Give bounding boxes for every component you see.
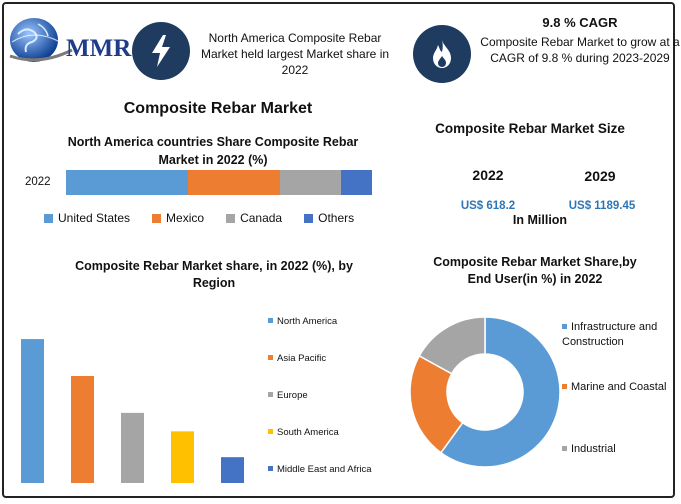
- infographic-frame: [2, 2, 675, 498]
- cagr-text: Composite Rebar Market to grow at a CAGR…: [480, 35, 680, 65]
- stacked-segment-united-states: [66, 170, 189, 195]
- legend-label: Europe: [277, 390, 308, 401]
- legend-item-others: Others: [304, 211, 354, 225]
- stacked-bar: [66, 170, 372, 195]
- legend-label: Industrial: [571, 443, 616, 455]
- region-legend-item-middle-east-and-africa: Middle East and Africa: [268, 464, 388, 501]
- region-share-title: Composite Rebar Market share, in 2022 (%…: [75, 259, 353, 290]
- legend-label: Infrastructure and Construction: [562, 321, 658, 348]
- market-size-value-2029: US$ 1189.45: [568, 200, 636, 212]
- legend-swatch: [562, 446, 567, 451]
- region-bar-europe: [121, 412, 144, 483]
- region-bar-chart: [21, 339, 244, 483]
- legend-label: Canada: [240, 211, 283, 225]
- flame-icon: [433, 40, 451, 68]
- legend-swatch: [268, 429, 273, 434]
- legend-swatch: [304, 214, 314, 223]
- region-legend: North America Asia Pacific Europe South Ame…: [268, 316, 388, 501]
- donut-slice-marine-and-coastal: [409, 354, 464, 454]
- region-bar-asia-pacific: [71, 375, 94, 483]
- end-user-legend-item-industrial: Industrial: [562, 442, 672, 457]
- north-america-fact: North America Composite Rebar Market hel…: [200, 31, 390, 77]
- donut-slice-infrastructure-and-construction: [439, 316, 561, 468]
- region-legend-item-south-america: South America: [268, 427, 388, 464]
- end-user-legend-item-marine-and-coastal: Marine and Coastal: [562, 380, 672, 395]
- legend-label: North America: [277, 316, 338, 327]
- main-title: Composite Rebar Market: [123, 100, 313, 117]
- region-bar-south-america: [171, 431, 194, 483]
- market-size-value-2022: US$ 618.2: [460, 200, 516, 212]
- legend-swatch: [226, 214, 236, 223]
- region-bar-middle-east-and-africa: [221, 457, 244, 483]
- legend-label: United States: [58, 211, 131, 225]
- region-bar-north-america: [21, 339, 44, 483]
- globe-icon: [9, 18, 73, 62]
- legend-label: South America: [277, 427, 339, 438]
- end-user-share-title: Composite Rebar Market Share,by End User…: [433, 255, 637, 286]
- stacked-bar-legend: United States Mexico Canada Others: [44, 211, 404, 225]
- country-share-title: North America countries Share Composite …: [67, 135, 359, 167]
- legend-swatch: [562, 324, 567, 329]
- stacked-segment-canada: [280, 170, 342, 195]
- end-user-donut-chart: [409, 316, 561, 468]
- legend-swatch: [268, 392, 273, 397]
- stacked-segment-mexico: [188, 170, 281, 195]
- flame-badge: [413, 25, 471, 83]
- cagr-title: 9.8 % CAGR: [542, 15, 618, 30]
- legend-swatch: [268, 318, 273, 323]
- market-size-unit: In Million: [512, 213, 568, 227]
- lightning-badge: [132, 22, 190, 80]
- legend-swatch: [562, 384, 567, 389]
- end-user-legend-item-infrastructure-and-construction: Infrastructure and Construction: [562, 320, 672, 350]
- market-size-year-2022: 2022: [472, 167, 504, 183]
- legend-label: Middle East and Africa: [277, 464, 372, 475]
- market-size-title: Composite Rebar Market Size: [435, 121, 625, 136]
- stacked-bar-category: 2022: [25, 176, 51, 188]
- legend-swatch: [268, 355, 273, 360]
- logo-text: MMR: [66, 35, 132, 62]
- legend-item-united-states: United States: [44, 211, 130, 225]
- legend-item-canada: Canada: [226, 211, 282, 225]
- donut-slice-industrial: [418, 316, 486, 375]
- legend-label: Asia Pacific: [277, 353, 327, 364]
- legend-swatch: [152, 214, 162, 223]
- legend-swatch: [44, 214, 53, 223]
- legend-item-mexico: Mexico: [152, 211, 204, 225]
- region-legend-item-asia-pacific: Asia Pacific: [268, 353, 388, 390]
- lightning-icon: [152, 35, 170, 67]
- market-size-year-2029: 2029: [584, 168, 616, 184]
- region-legend-item-north-america: North America: [268, 316, 388, 353]
- legend-label: Marine and Coastal: [571, 381, 667, 393]
- mmr-logo: MMR: [8, 12, 133, 72]
- stacked-segment-others: [341, 170, 372, 195]
- legend-label: Mexico: [166, 211, 205, 225]
- region-legend-item-europe: Europe: [268, 390, 388, 427]
- legend-label: Others: [318, 211, 355, 225]
- legend-swatch: [268, 466, 273, 471]
